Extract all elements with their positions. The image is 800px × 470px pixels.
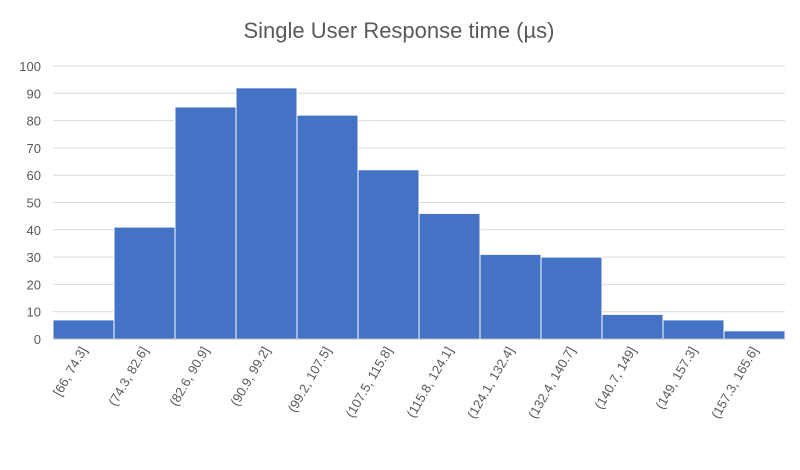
y-tick-label: 60 (27, 168, 41, 183)
bar (174, 106, 237, 340)
x-category-label: (115.8, 124.1] (403, 344, 456, 420)
y-tick-label: 0 (34, 332, 41, 347)
bar (601, 313, 664, 340)
x-category-label: (82.6, 90.9] (166, 344, 212, 408)
x-category-label: (99.2, 107.5] (285, 344, 334, 415)
y-tick-label: 50 (27, 196, 41, 211)
bar (662, 319, 725, 340)
x-category-label: (124.1, 132.4] (464, 344, 517, 421)
y-axis-tick-labels: 0 10 20 30 40 50 60 70 80 90 100 (19, 59, 41, 347)
y-tick-label: 20 (27, 277, 41, 292)
y-tick-label: 70 (27, 141, 41, 156)
bar (52, 319, 115, 340)
bars (52, 87, 786, 340)
x-category-label: (157.3, 165.6] (708, 344, 761, 421)
bar (418, 212, 481, 340)
bar (235, 87, 298, 340)
x-category-label: (140.7, 149] (591, 344, 639, 412)
x-axis-category-labels: [66, 74.3] (74.3, 82.6] (82.6, 90.9] (90.9,… (50, 344, 761, 421)
x-category-label: (107.5, 115.8] (342, 344, 395, 420)
bar (357, 169, 420, 340)
y-tick-label: 40 (27, 223, 41, 238)
y-tick-label: 10 (27, 305, 41, 320)
chart-title: Single User Response time (µs) (243, 18, 554, 43)
bar (113, 226, 176, 340)
bar (479, 253, 542, 340)
bar (296, 114, 359, 340)
y-tick-label: 100 (19, 59, 41, 74)
x-category-label: (74.3, 82.6] (105, 344, 151, 408)
x-category-label: [66, 74.3] (50, 344, 90, 398)
y-tick-label: 80 (27, 114, 41, 129)
x-category-label: (149, 157.3] (652, 344, 700, 412)
x-category-label: (90.9, 99.2] (227, 344, 273, 408)
bar (723, 330, 786, 340)
x-category-label: (132.4, 140.7] (525, 344, 578, 421)
bar (540, 256, 603, 340)
y-tick-label: 90 (27, 86, 41, 101)
y-tick-label: 30 (27, 250, 41, 265)
